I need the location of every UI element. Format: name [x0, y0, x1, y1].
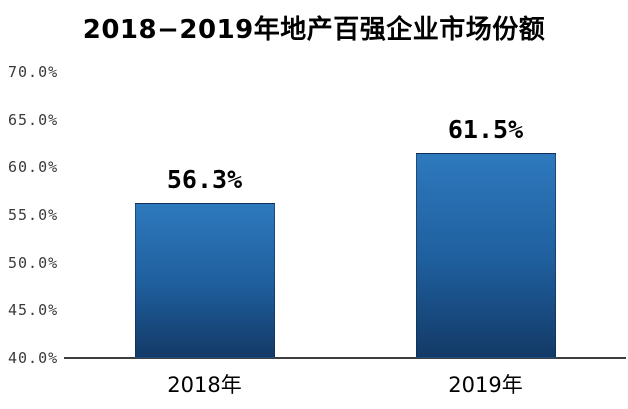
chart-title: 2018−2019年地产百强企业市场份额: [82, 15, 546, 45]
y-axis-tick-label: 45.0%: [8, 301, 59, 320]
y-axis-tick-label: 65.0%: [8, 110, 59, 129]
y-axis-tick-label: 60.0%: [8, 158, 59, 177]
x-axis-category-label: 2019年: [448, 373, 523, 397]
bar: [134, 202, 275, 358]
bar: [415, 153, 556, 358]
y-axis-tick-label: 40.0%: [8, 349, 59, 367]
bar-value-label: 56.3%: [166, 164, 243, 194]
y-axis-tick-label: 50.0%: [8, 253, 59, 272]
y-axis-tick-label: 70.0%: [8, 63, 59, 81]
bar-value-label: 61.5%: [447, 115, 524, 145]
y-axis-tick-label: 55.0%: [8, 206, 59, 224]
x-axis-line: [64, 357, 626, 359]
x-axis-category-label: 2018年: [167, 373, 242, 397]
